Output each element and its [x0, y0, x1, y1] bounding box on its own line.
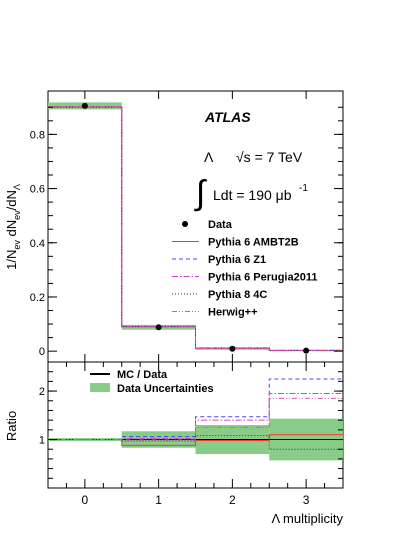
ratio-y-tick-label: 1 [39, 435, 45, 447]
energy-symbol: Λ [204, 149, 214, 165]
data-point-bin-0 [81, 102, 88, 109]
top-panel-frame [47, 90, 344, 363]
legend-label: Data [208, 219, 233, 231]
ratio-y-axis-label: Ratio [4, 411, 19, 441]
energy-text: √s = 7 TeV [236, 149, 303, 165]
x-tick-label: 0 [82, 493, 89, 507]
data-point-bin-1 [155, 324, 162, 331]
ratio-legend-label: Data Uncertainties [117, 383, 214, 395]
top-y-tick-label: 0.2 [30, 292, 45, 304]
lumi-exponent: -1 [299, 183, 308, 194]
mc-line-pythia-6-ambt2b [48, 106, 343, 351]
x-axis-label: Λ multiplicity [271, 511, 343, 526]
legend-marker-data [182, 221, 188, 227]
legend-label: Pythia 6 AMBT2B [208, 237, 299, 249]
x-tick-label: 2 [229, 493, 236, 507]
legend-label: Pythia 8 4C [208, 289, 267, 301]
experiment-label: ATLAS [204, 109, 251, 125]
top-y-tick-label: 0.4 [30, 238, 45, 250]
mc-line-pythia-8-4c [48, 106, 343, 351]
top-y-tick-label: 0.8 [30, 129, 45, 141]
top-y-tick-label: 0 [39, 346, 45, 358]
mc-line-pythia-6-perugia2011 [48, 106, 343, 351]
legend-label: Pythia 6 Z1 [208, 254, 266, 266]
top-y-axis-label: 1/Nev dNev/dNΛ [4, 184, 22, 270]
ratio-y-tick-label: 2 [39, 386, 45, 398]
x-tick-label: 3 [303, 493, 310, 507]
ratio-legend-band [90, 383, 110, 392]
top-y-tick-label: 0.6 [30, 184, 45, 196]
x-tick-label: 1 [155, 493, 162, 507]
ratio-legend-label: MC / Data [117, 369, 168, 381]
mc-line-pythia-6-z1 [48, 106, 343, 351]
integral-sign: ∫ [194, 174, 207, 212]
lumi-text: Ldt = 190 μb [213, 187, 292, 203]
legend-label: Herwig++ [208, 307, 258, 319]
data-point-bin-3 [303, 347, 310, 354]
legend-label: Pythia 6 Perugia2011 [208, 272, 317, 284]
data-point-bin-2 [229, 345, 236, 352]
mc-line-herwig- [48, 106, 343, 352]
